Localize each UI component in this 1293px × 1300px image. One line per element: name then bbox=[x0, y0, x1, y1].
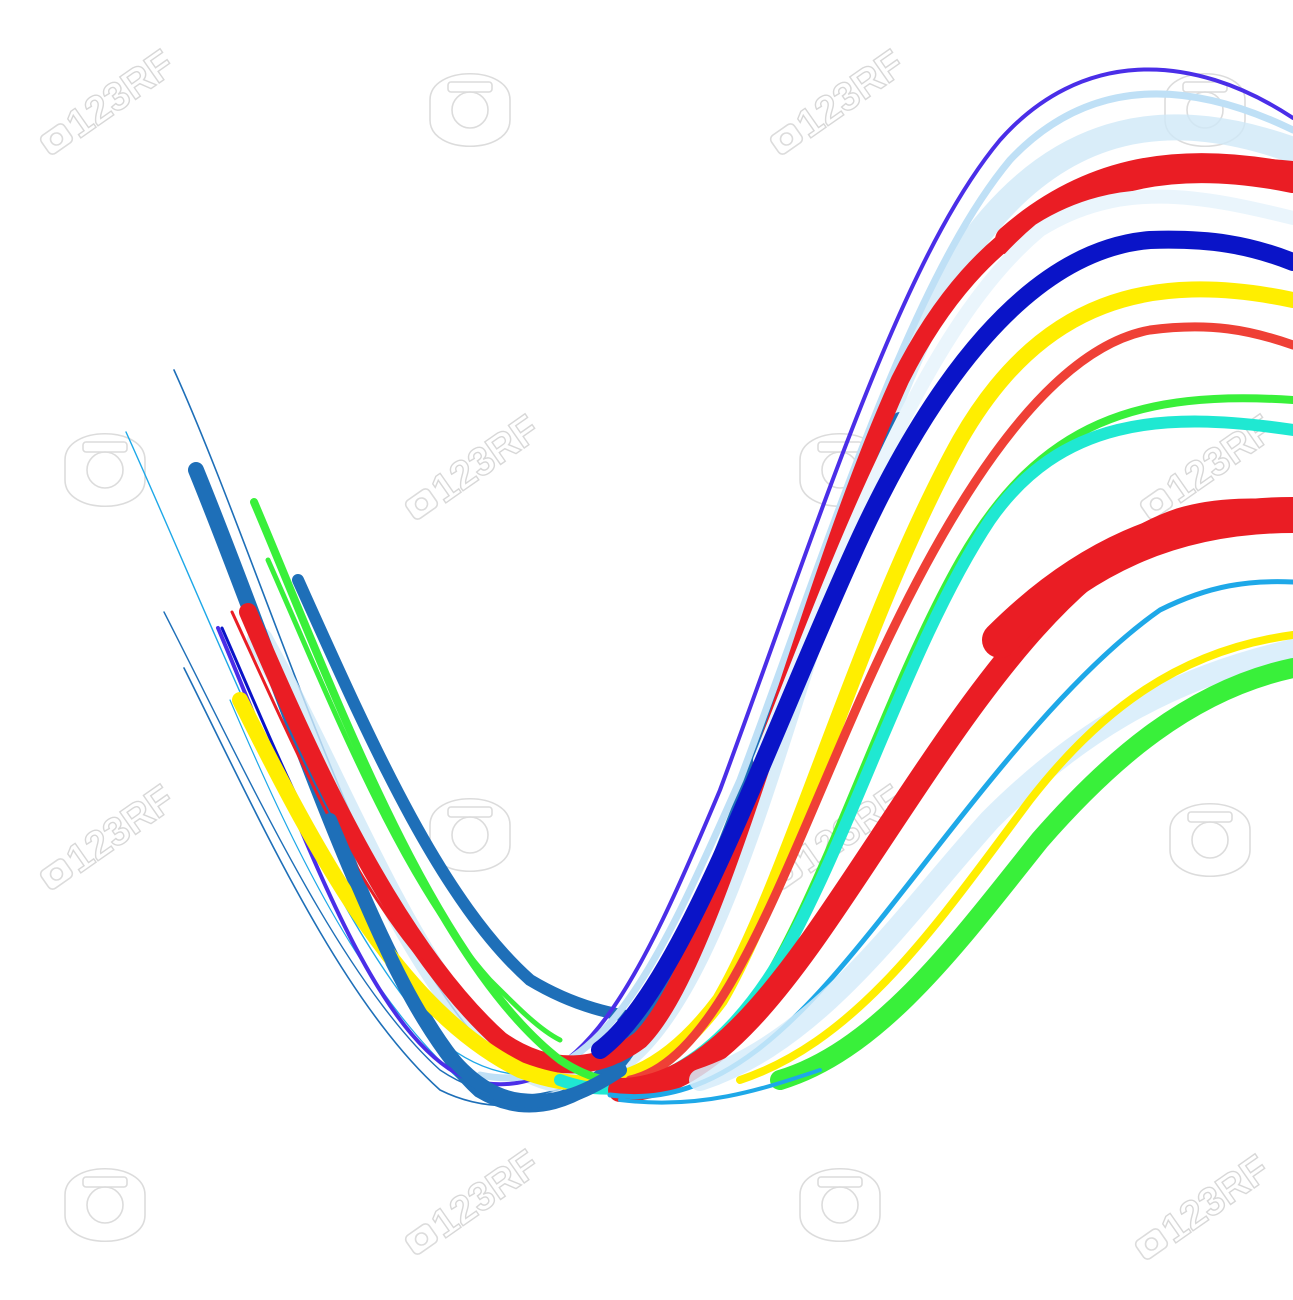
watermark-logo: 123RF bbox=[37, 776, 183, 892]
watermark-seal bbox=[64, 1167, 146, 1243]
ribbon-band-green bbox=[770, 658, 1293, 1090]
watermark-logo: 123RF bbox=[402, 406, 548, 522]
watermark-seal bbox=[64, 432, 146, 508]
ribbon-band-yellow bbox=[736, 631, 1293, 1084]
ribbon-strand bbox=[163, 611, 621, 1097]
ribbon-band-violet bbox=[216, 67, 1293, 1087]
watermark-seal bbox=[429, 72, 511, 148]
watermark-logo: 123RF bbox=[767, 41, 913, 157]
ribbon-band-steel bbox=[323, 813, 627, 1108]
ribbon-band-red bbox=[995, 152, 1293, 255]
seal-watermark-icon bbox=[1169, 802, 1251, 878]
seal-watermark-icon bbox=[799, 1167, 881, 1243]
ribbon-band-sky bbox=[618, 1068, 822, 1105]
ribbon-band-blue bbox=[591, 230, 1293, 1059]
ribbon-band-orange-red bbox=[625, 322, 1293, 1085]
watermark-logo: 123RF bbox=[1132, 1146, 1278, 1262]
watermark-logo: 123RF bbox=[402, 1141, 548, 1257]
ribbon-band-red bbox=[982, 497, 1293, 658]
watermark-text: 123RF bbox=[789, 42, 913, 147]
watermark-seal bbox=[799, 1167, 881, 1243]
watermark-text: 123RF bbox=[1154, 1147, 1278, 1252]
watermark-text: 123RF bbox=[424, 407, 548, 512]
seal-watermark-icon bbox=[64, 1167, 146, 1243]
ribbon-band-pale bbox=[689, 639, 1293, 1091]
watermark-text: 123RF bbox=[424, 1142, 548, 1247]
seal-watermark-icon bbox=[64, 432, 146, 508]
ribbon-band-steel bbox=[292, 574, 656, 1026]
ribbon-wave bbox=[125, 67, 1293, 1113]
watermark-seal bbox=[1169, 802, 1251, 878]
watermark-logo: 123RF bbox=[37, 41, 183, 157]
seal-watermark-icon bbox=[429, 72, 511, 148]
watermark-text: 123RF bbox=[59, 42, 183, 147]
watermark-text: 123RF bbox=[59, 777, 183, 882]
ribbon-strand bbox=[229, 699, 461, 1081]
ribbon-band-green bbox=[265, 557, 563, 1043]
